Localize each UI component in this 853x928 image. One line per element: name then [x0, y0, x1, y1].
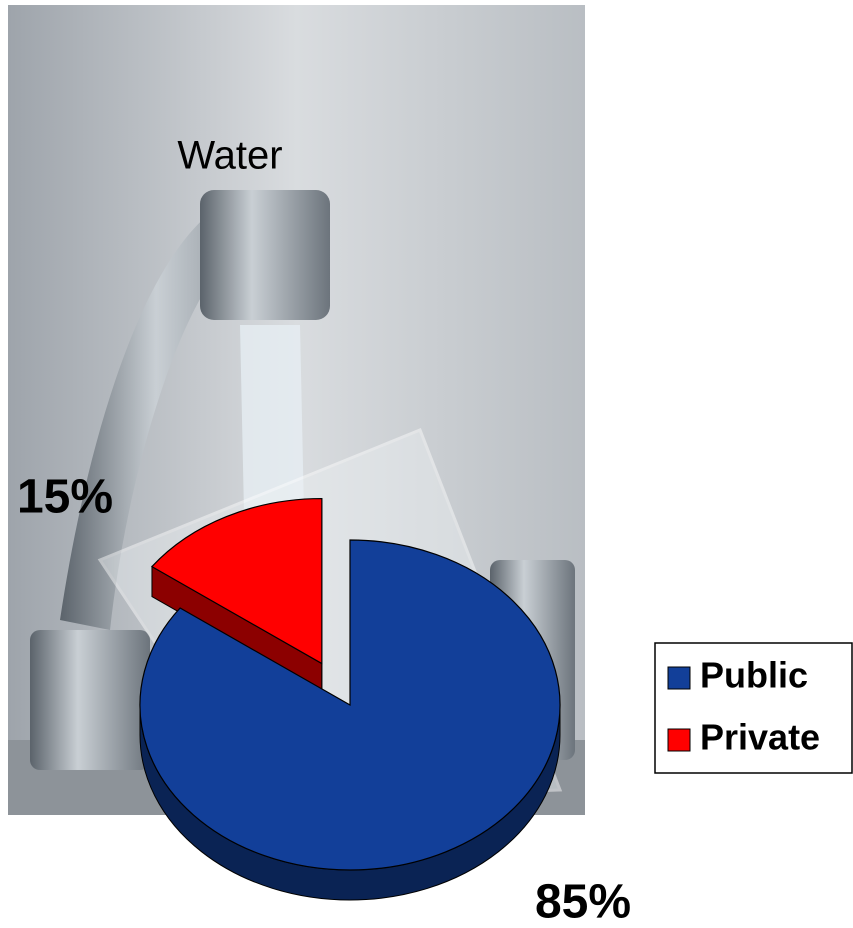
legend-swatch	[668, 667, 690, 689]
page: Water 85%15%PublicPrivate (() => { const…	[0, 0, 853, 928]
data-label: 85%	[535, 876, 631, 928]
chart-title: Water	[177, 134, 282, 178]
legend-label: Private	[700, 717, 820, 758]
legend-swatch	[668, 729, 690, 751]
chart: Water 85% 15% Public Private	[0, 0, 853, 928]
data-label: 15%	[17, 471, 113, 524]
legend-label: Public	[700, 655, 808, 696]
